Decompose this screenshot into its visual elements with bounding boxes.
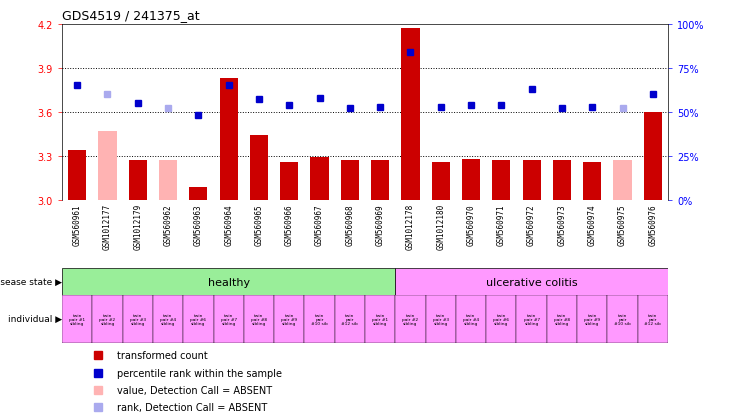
Text: twin
pair #6
sibling: twin pair #6 sibling xyxy=(493,313,510,325)
Text: GSM1012178: GSM1012178 xyxy=(406,204,415,250)
Bar xyxy=(128,161,147,200)
Bar xyxy=(99,132,117,200)
Text: GSM560964: GSM560964 xyxy=(224,204,233,245)
Text: GSM1012177: GSM1012177 xyxy=(103,204,112,250)
Text: twin
pair
#12 sib: twin pair #12 sib xyxy=(645,313,661,325)
Text: individual ▶: individual ▶ xyxy=(8,315,62,323)
Bar xyxy=(220,79,238,200)
Text: disease state ▶: disease state ▶ xyxy=(0,278,62,286)
Text: GSM560972: GSM560972 xyxy=(527,204,536,245)
Text: GSM560971: GSM560971 xyxy=(497,204,506,245)
Text: rank, Detection Call = ABSENT: rank, Detection Call = ABSENT xyxy=(117,402,267,412)
Text: GSM1012180: GSM1012180 xyxy=(437,204,445,250)
Bar xyxy=(462,159,480,200)
Bar xyxy=(189,187,207,200)
Text: GDS4519 / 241375_at: GDS4519 / 241375_at xyxy=(62,9,200,22)
Text: twin
pair #7
sibling: twin pair #7 sibling xyxy=(523,313,539,325)
Bar xyxy=(396,268,668,295)
Text: twin
pair
#10 sib: twin pair #10 sib xyxy=(311,313,328,325)
Bar xyxy=(159,161,177,200)
Text: transformed count: transformed count xyxy=(117,351,207,361)
Bar xyxy=(492,161,510,200)
Text: healthy: healthy xyxy=(207,277,250,287)
Text: GSM560962: GSM560962 xyxy=(164,204,172,245)
Bar xyxy=(62,295,93,343)
Bar xyxy=(62,268,396,295)
Bar xyxy=(310,158,328,200)
Bar xyxy=(523,161,541,200)
Text: twin
pair #1
sibling: twin pair #1 sibling xyxy=(372,313,388,325)
Text: GSM560961: GSM560961 xyxy=(73,204,82,245)
Text: GSM1012179: GSM1012179 xyxy=(134,204,142,250)
Bar xyxy=(365,295,396,343)
Text: twin
pair #3
sibling: twin pair #3 sibling xyxy=(130,313,146,325)
Text: twin
pair #3
sibling: twin pair #3 sibling xyxy=(433,313,449,325)
Text: twin
pair #8
sibling: twin pair #8 sibling xyxy=(554,313,570,325)
Bar xyxy=(583,162,602,200)
Bar xyxy=(214,295,244,343)
Text: twin
pair #1
sibling: twin pair #1 sibling xyxy=(69,313,85,325)
Text: twin
pair #9
sibling: twin pair #9 sibling xyxy=(584,313,600,325)
Bar xyxy=(341,161,359,200)
Text: ulcerative colitis: ulcerative colitis xyxy=(485,277,577,287)
Bar xyxy=(456,295,486,343)
Bar xyxy=(426,295,456,343)
Bar xyxy=(304,295,335,343)
Text: GSM560968: GSM560968 xyxy=(345,204,354,245)
Text: twin
pair
#10 sib: twin pair #10 sib xyxy=(614,313,631,325)
Text: percentile rank within the sample: percentile rank within the sample xyxy=(117,368,282,378)
Bar xyxy=(335,295,365,343)
Text: twin
pair #2
sibling: twin pair #2 sibling xyxy=(99,313,115,325)
Text: GSM560969: GSM560969 xyxy=(376,204,385,245)
Text: GSM560976: GSM560976 xyxy=(648,204,657,245)
Bar xyxy=(183,295,214,343)
Text: twin
pair #9
sibling: twin pair #9 sibling xyxy=(281,313,297,325)
Text: twin
pair #8
sibling: twin pair #8 sibling xyxy=(251,313,267,325)
Bar xyxy=(486,295,517,343)
Text: twin
pair #7
sibling: twin pair #7 sibling xyxy=(220,313,237,325)
Text: GSM560970: GSM560970 xyxy=(466,204,475,245)
Bar xyxy=(613,161,631,200)
Text: twin
pair #2
sibling: twin pair #2 sibling xyxy=(402,313,418,325)
Bar xyxy=(644,113,662,200)
Text: GSM560965: GSM560965 xyxy=(255,204,264,245)
Text: value, Detection Call = ABSENT: value, Detection Call = ABSENT xyxy=(117,386,272,396)
Bar xyxy=(93,295,123,343)
Text: twin
pair
#12 sib: twin pair #12 sib xyxy=(342,313,358,325)
Bar xyxy=(402,29,420,200)
Text: GSM560974: GSM560974 xyxy=(588,204,596,245)
Text: GSM560967: GSM560967 xyxy=(315,204,324,245)
Bar xyxy=(280,162,299,200)
Bar xyxy=(638,295,668,343)
Bar xyxy=(607,295,638,343)
Bar xyxy=(517,295,547,343)
Bar xyxy=(274,295,304,343)
Text: twin
pair #4
sibling: twin pair #4 sibling xyxy=(463,313,479,325)
Text: twin
pair #4
sibling: twin pair #4 sibling xyxy=(160,313,176,325)
Bar xyxy=(153,295,183,343)
Bar xyxy=(553,161,571,200)
Text: GSM560966: GSM560966 xyxy=(285,204,293,245)
Bar xyxy=(396,295,426,343)
Text: GSM560975: GSM560975 xyxy=(618,204,627,245)
Bar xyxy=(123,295,153,343)
Bar xyxy=(68,151,86,200)
Bar xyxy=(431,162,450,200)
Bar xyxy=(371,161,389,200)
Text: GSM560963: GSM560963 xyxy=(194,204,203,245)
Bar xyxy=(577,295,607,343)
Bar xyxy=(547,295,577,343)
Bar xyxy=(244,295,274,343)
Text: GSM560973: GSM560973 xyxy=(558,204,566,245)
Bar xyxy=(250,136,268,200)
Text: twin
pair #6
sibling: twin pair #6 sibling xyxy=(191,313,207,325)
